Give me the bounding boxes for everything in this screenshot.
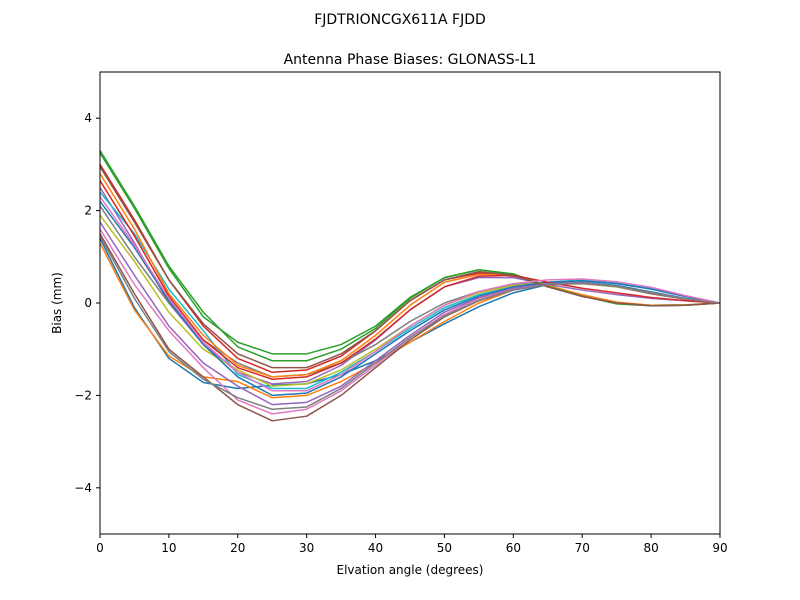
y-tick-label: 4 [84, 111, 92, 125]
y-tick-label: −2 [74, 388, 92, 402]
x-tick-label: 60 [506, 541, 521, 555]
series-line-13 [99, 152, 721, 355]
x-tick-label: 20 [230, 541, 245, 555]
plot-frame [99, 71, 721, 535]
series-line-17 [99, 196, 721, 392]
chart-title: Antenna Phase Biases: GLONASS-L1 [284, 52, 537, 68]
x-tick-label: 30 [299, 541, 314, 555]
series-line-16 [99, 166, 721, 369]
x-axis-ticks: 0 10 20 30 40 50 60 70 80 90 [96, 534, 728, 555]
y-axis-label: Bias (mm) [50, 272, 64, 334]
x-tick-label: 70 [575, 541, 590, 555]
x-tick-label: 10 [161, 541, 176, 555]
x-axis-label: Elvation angle (degrees) [337, 563, 484, 577]
x-tick-label: 40 [368, 541, 383, 555]
y-tick-label: 0 [84, 296, 92, 310]
series-line-12 [99, 173, 721, 378]
y-tick-label: −4 [74, 481, 92, 495]
series-line-14 [99, 180, 721, 380]
series-line-11 [99, 200, 721, 397]
figure-suptitle: FJDTRIONCGX611A FJDD [314, 12, 486, 28]
series-line-18 [99, 235, 721, 411]
y-tick-label: 2 [84, 204, 92, 218]
series-layer [99, 150, 721, 422]
x-tick-label: 80 [643, 541, 658, 555]
x-tick-label: 90 [712, 541, 727, 555]
y-axis-ticks: −4 −2 0 2 4 [74, 111, 100, 495]
x-tick-label: 0 [96, 541, 104, 555]
x-tick-label: 50 [437, 541, 452, 555]
